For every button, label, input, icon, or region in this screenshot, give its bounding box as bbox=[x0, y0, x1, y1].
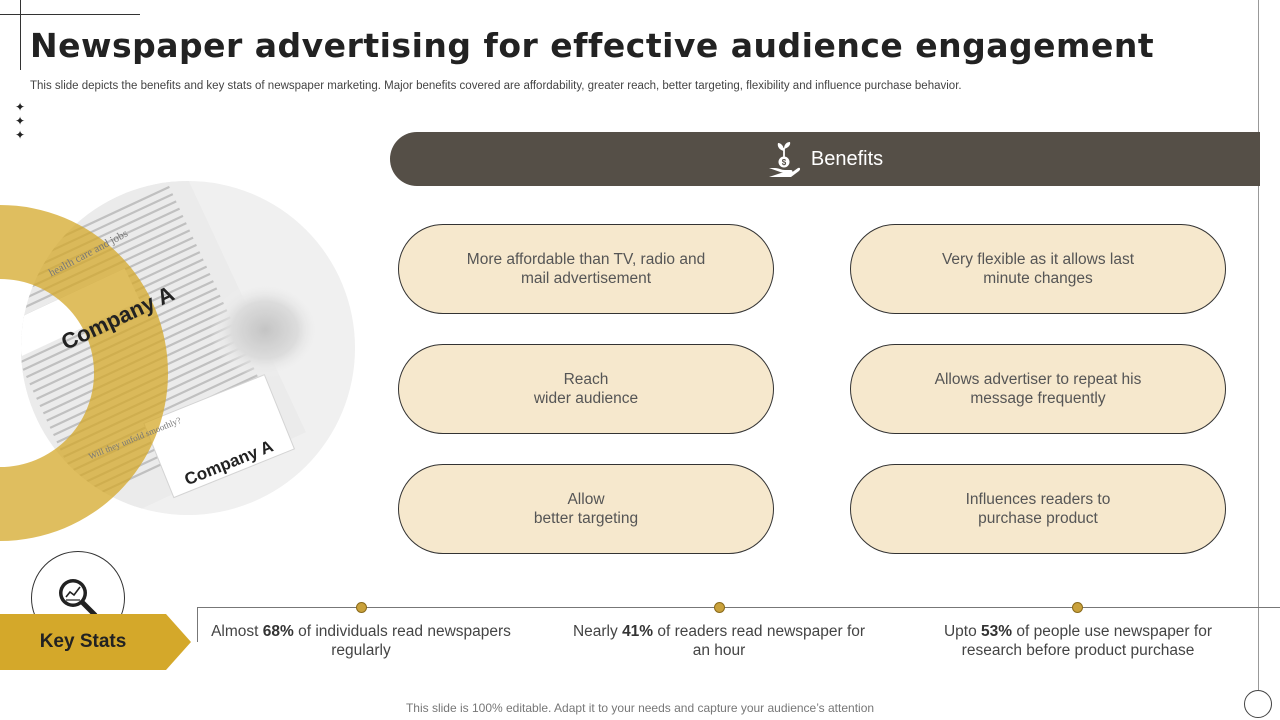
stat-marker-dot bbox=[714, 602, 725, 613]
stat-item: Upto 53% of people use newspaper for res… bbox=[943, 623, 1212, 659]
stat-marker-dot bbox=[356, 602, 367, 613]
stat-item: Nearly 41% of readers read newspaper for… bbox=[572, 623, 866, 659]
stat-marker-dot bbox=[1072, 602, 1083, 613]
key-stats-banner bbox=[0, 614, 191, 670]
key-stats-label: Key Stats bbox=[39, 631, 127, 652]
slide-title: Newspaper advertising for effective audi… bbox=[30, 26, 1155, 65]
newspaper-photo: Company A Company A health care and jobs… bbox=[0, 180, 360, 550]
stats-timeline-connector bbox=[197, 607, 198, 642]
money-plant-hand-icon: $ bbox=[768, 142, 800, 177]
benefit-pill: More affordable than TV, radio and mail … bbox=[398, 224, 774, 314]
right-border-line bbox=[1258, 0, 1259, 690]
benefits-title: Benefits bbox=[810, 147, 884, 170]
corner-circle-decoration bbox=[1244, 690, 1272, 718]
stat-item: Almost 68% of individuals read newspaper… bbox=[211, 623, 511, 659]
sparkle-icon: ✦ ✦ ✦ bbox=[14, 100, 26, 142]
benefit-pill: Allows advertiser to repeat his message … bbox=[850, 344, 1226, 434]
slide-footer: This slide is 100% editable. Adapt it to… bbox=[405, 701, 875, 715]
corner-frame-line bbox=[0, 14, 140, 15]
svg-text:$: $ bbox=[782, 158, 787, 167]
corner-frame-line bbox=[20, 0, 21, 70]
benefits-header: $ Benefits bbox=[390, 132, 1260, 186]
benefit-pill: Reach wider audience bbox=[398, 344, 774, 434]
slide-subtitle: This slide depicts the benefits and key … bbox=[30, 80, 962, 92]
benefit-pill: Influences readers to purchase product bbox=[850, 464, 1226, 554]
benefit-pill: Allow better targeting bbox=[398, 464, 774, 554]
stats-timeline-line bbox=[197, 607, 1280, 608]
benefit-pill: Very flexible as it allows last minute c… bbox=[850, 224, 1226, 314]
